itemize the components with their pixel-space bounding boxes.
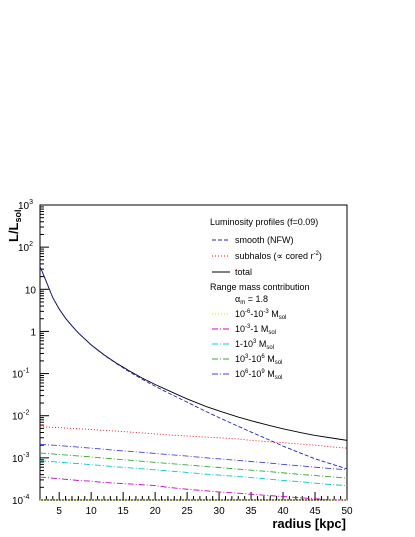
legend-section-header: Range mass contribution <box>210 282 310 292</box>
legend-subhalos: subhalos (∝ cored r-2) <box>235 251 322 261</box>
x-tick-label: 40 <box>277 506 289 517</box>
legend-range-2: 10-3-1 Msol <box>235 324 276 336</box>
x-tick-label: 20 <box>150 506 162 517</box>
x-tick-label: 25 <box>182 506 194 517</box>
x-tick-label: 5 <box>56 506 62 517</box>
x-axis-title: radius [kpc] <box>272 516 346 531</box>
y-tick-label: 10-3 <box>12 452 29 465</box>
series-line-total <box>39 266 348 441</box>
x-tick-label: 30 <box>214 506 226 517</box>
series-layer <box>39 266 348 501</box>
y-tick-label: 10-1 <box>12 368 29 381</box>
x-tick-labels: 5 10 15 20 25 30 35 40 45 50 <box>56 506 353 517</box>
y-tick-label: 103 <box>18 199 33 212</box>
series-line-subhalos <box>39 426 348 449</box>
x-tick-label: 50 <box>341 506 353 517</box>
legend: Luminosity profiles (f=0.09) smooth (NFW… <box>210 217 322 381</box>
x-tick-label: 35 <box>246 506 258 517</box>
x-tick-label: 45 <box>309 506 321 517</box>
series-line-r3 <box>39 460 348 487</box>
series-line-r2 <box>39 476 347 501</box>
y-tick-labels: 10-4 10-3 10-2 10-1 1 10 102 103 <box>12 199 36 507</box>
series-line-r5 <box>39 443 348 471</box>
legend-range-1: 10-6-10-3 Msol <box>235 309 286 321</box>
axis-ticks <box>40 204 348 501</box>
y-tick-label: 10-2 <box>12 410 29 423</box>
y-tick-label: 10-4 <box>12 494 29 507</box>
series-line-smooth <box>39 266 348 470</box>
y-axis-title: L/Lsol <box>6 209 23 242</box>
legend-alpha: αm = 1.8 <box>235 294 268 306</box>
legend-range-4: 103-106 Msol <box>235 354 282 366</box>
legend-smooth: smooth (NFW) <box>235 235 294 245</box>
legend-total: total <box>235 267 252 277</box>
y-tick-label: 1 <box>30 327 36 338</box>
legend-range-5: 106-109 Msol <box>235 369 282 381</box>
series-line-r4 <box>39 452 348 479</box>
y-tick-label: 102 <box>18 241 33 254</box>
x-tick-label: 10 <box>86 506 98 517</box>
y-tick-label: 10 <box>25 285 37 296</box>
plot-frame <box>39 204 348 501</box>
legend-header: Luminosity profiles (f=0.09) <box>210 217 318 227</box>
x-tick-label: 15 <box>118 506 130 517</box>
legend-range-3: 1-103 Msol <box>235 339 274 351</box>
